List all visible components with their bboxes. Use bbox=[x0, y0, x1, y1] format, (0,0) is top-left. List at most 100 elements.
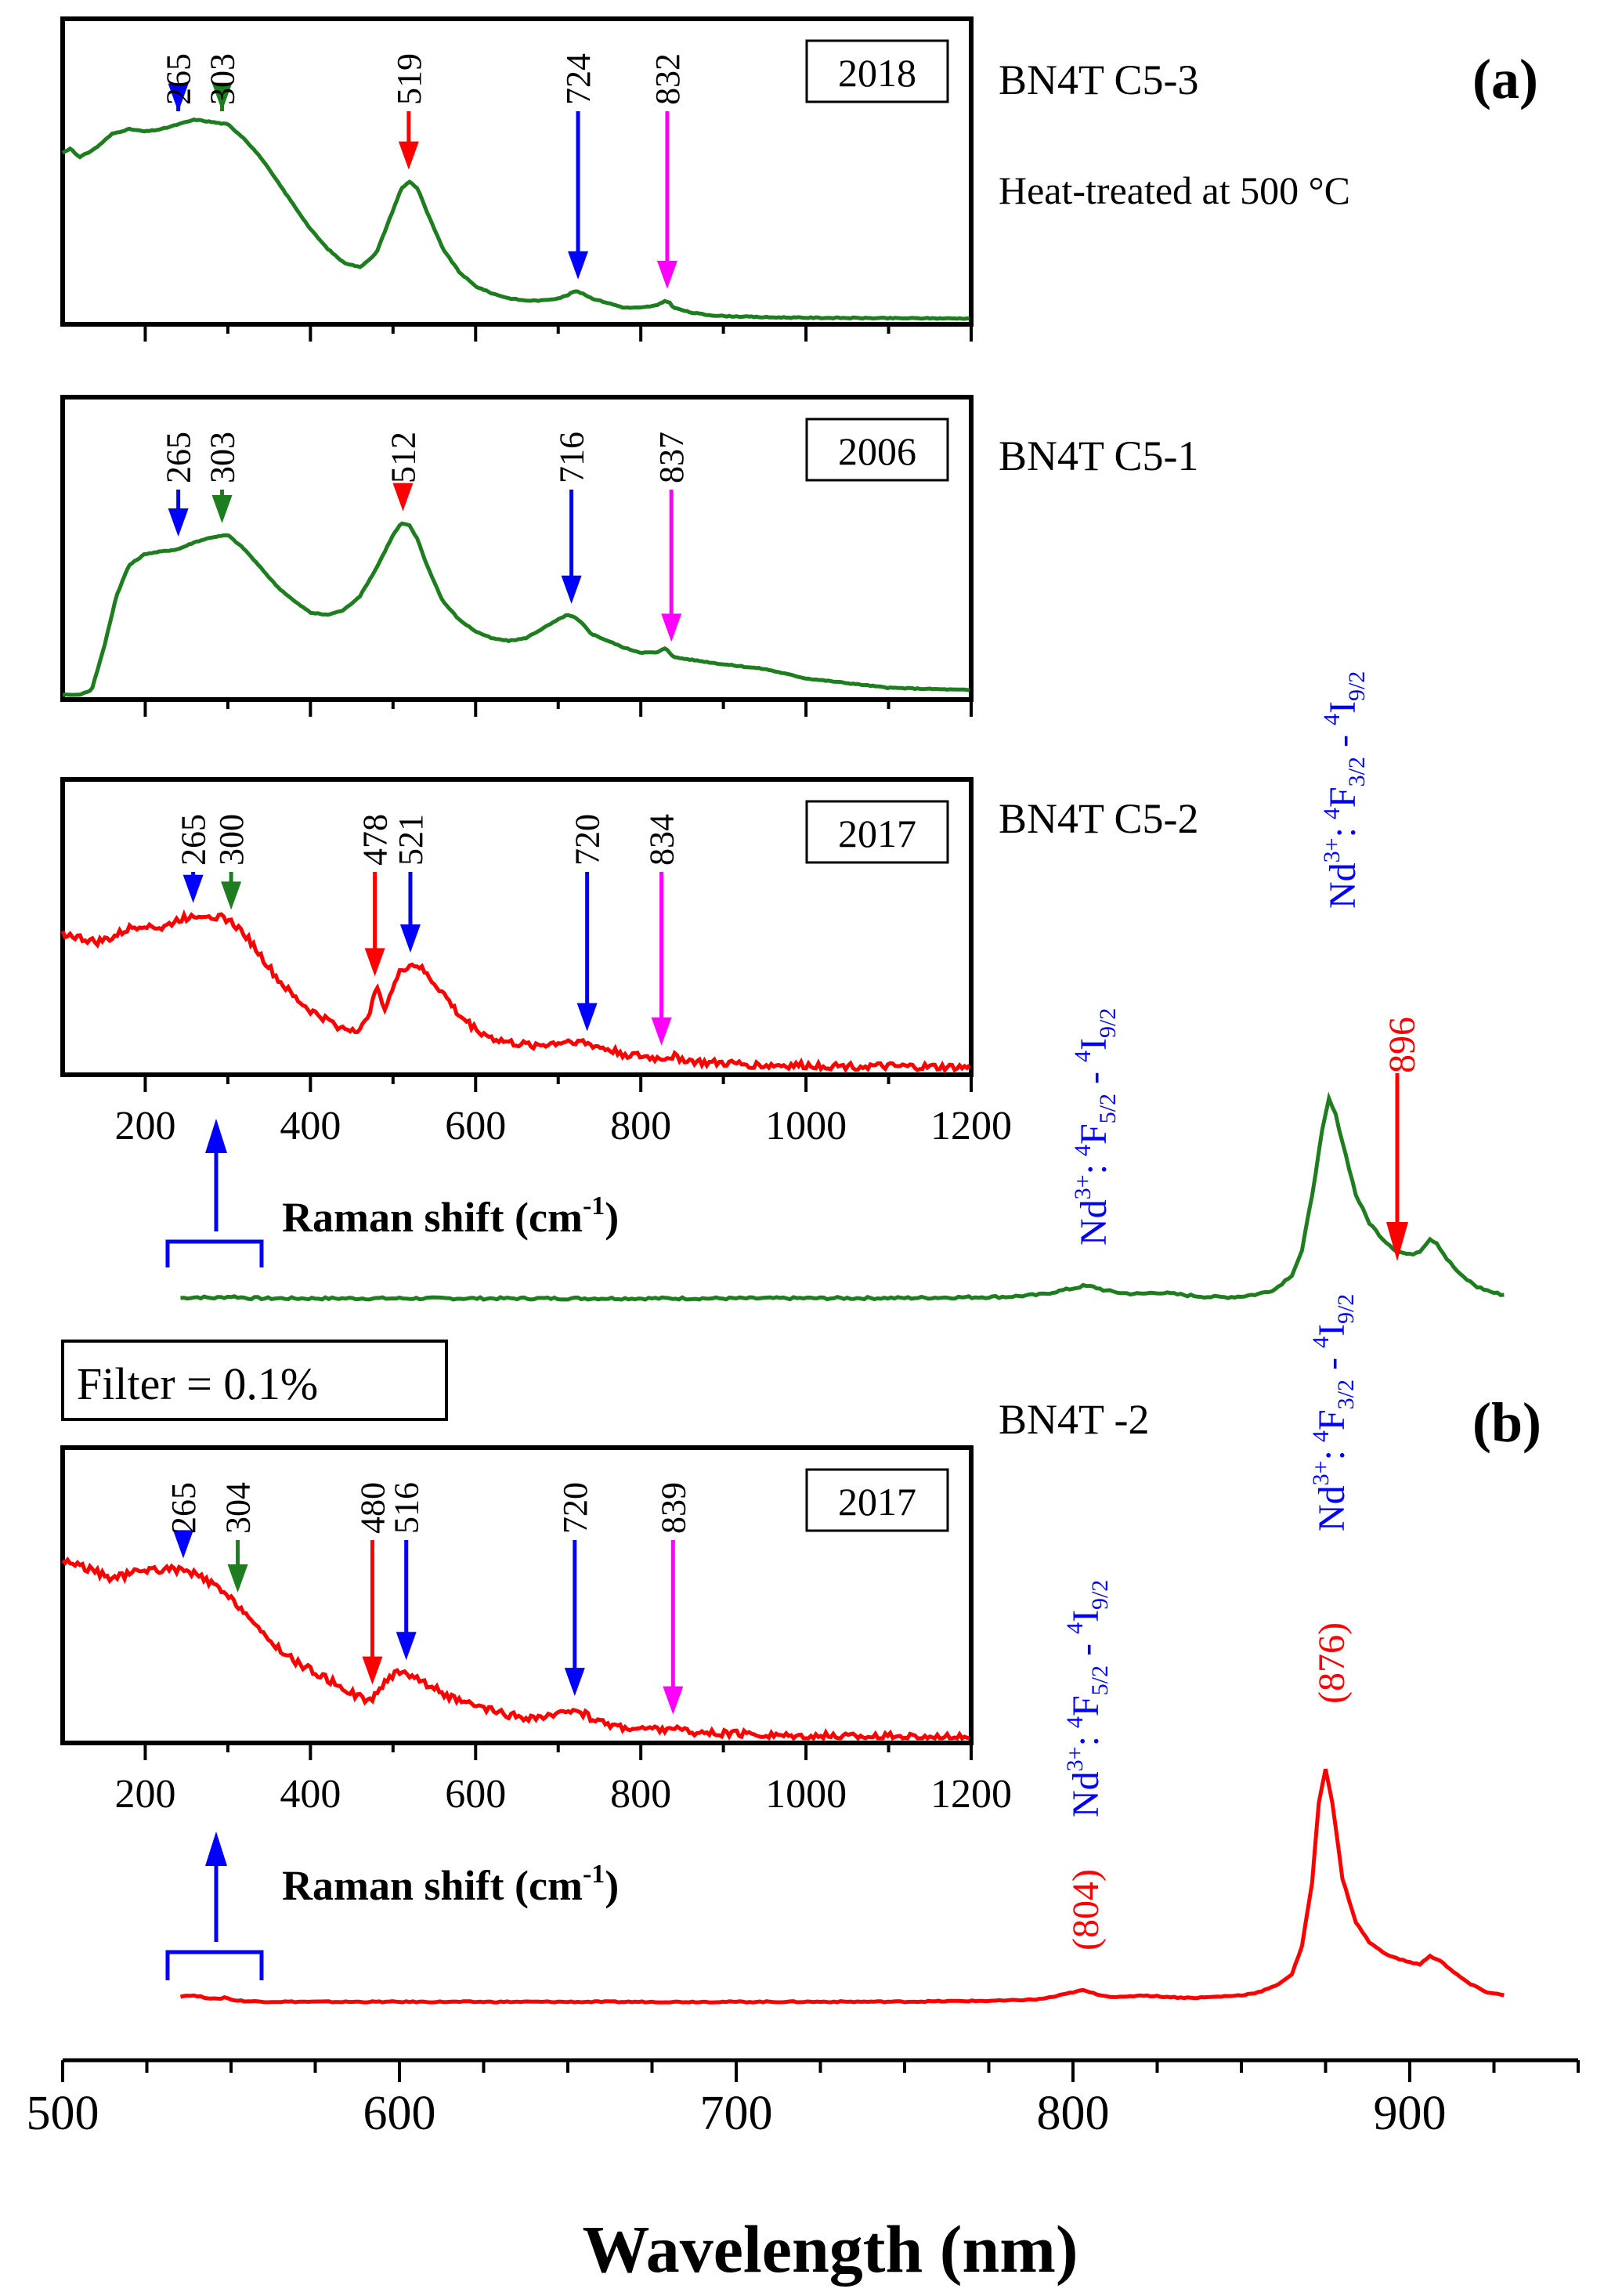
peak-marker-720: 720 bbox=[556, 1482, 594, 1697]
inset-3: 200 400 600 800 1000 1200 Raman shift (cm-1) 20… bbox=[60, 777, 1012, 1241]
peak-label: 480 bbox=[353, 1482, 392, 1534]
peak-marker-716: 716 bbox=[553, 432, 591, 604]
arrow-896 bbox=[1386, 1073, 1408, 1261]
peak-label: 304 bbox=[219, 1482, 258, 1534]
peak-arrow-head bbox=[576, 1003, 598, 1032]
peak-arrow-head bbox=[568, 251, 589, 280]
peak-marker-516: 516 bbox=[388, 1482, 426, 1661]
peak-marker-265: 265 bbox=[175, 814, 213, 903]
heat-treat-label: Heat-treated at 500 °C bbox=[999, 168, 1350, 212]
year-box-frame bbox=[805, 1468, 949, 1532]
annotation-896: 896 bbox=[1382, 1017, 1423, 1073]
sample-label-bn4t2: BN4T -2 bbox=[999, 1396, 1150, 1443]
main-x-tick-label: 700 bbox=[700, 2087, 773, 2140]
inset-x-tick-label: 1000 bbox=[765, 1772, 847, 1817]
peak-label: 716 bbox=[553, 432, 591, 483]
main-x-tick-label: 500 bbox=[27, 2087, 99, 2140]
peak-label: 837 bbox=[652, 432, 691, 483]
main-series-layer bbox=[179, 1091, 1505, 2005]
peak-label: 519 bbox=[390, 53, 428, 105]
year-box-frame bbox=[805, 39, 949, 103]
peak-arrow-head bbox=[663, 1686, 684, 1715]
arrow-up-a bbox=[205, 1119, 227, 1153]
year-box-label: 2017 bbox=[838, 812, 916, 855]
peak-label: 478 bbox=[356, 814, 395, 866]
peak-arrow-head bbox=[172, 1530, 193, 1559]
peak-marker-304: 304 bbox=[219, 1482, 258, 1593]
sample-label-c52: BN4T C5-2 bbox=[999, 795, 1199, 842]
annotation-804: (804) bbox=[1065, 1869, 1107, 1951]
peak-arrow-head bbox=[211, 495, 233, 524]
peak-arrow-head bbox=[396, 1632, 417, 1661]
sample-label-mid: BN4T C5-1 bbox=[999, 432, 1199, 479]
peak-marker-478: 478 bbox=[356, 814, 395, 977]
main-series-line-b bbox=[179, 1768, 1505, 2005]
peak-arrow-head bbox=[211, 82, 233, 111]
peak-arrow-head bbox=[398, 141, 419, 170]
peak-arrow-head bbox=[168, 83, 189, 112]
peak-marker-837: 837 bbox=[652, 432, 691, 642]
inset-x-tick-label: 400 bbox=[280, 1772, 341, 1817]
peak-arrow-head bbox=[399, 924, 421, 953]
peak-label: 303 bbox=[204, 432, 242, 483]
arrow-up-b bbox=[205, 1831, 227, 1866]
inset-year-box: 2017 bbox=[805, 800, 949, 864]
nd-label-b-4f52: Nd3+:4F5/2-4I9/2 bbox=[1062, 1580, 1113, 1817]
inset-x-axis-title: Raman shift (cm-1) bbox=[282, 1860, 619, 1909]
peak-label: 521 bbox=[392, 814, 430, 866]
main-x-tick-label: 900 bbox=[1374, 2087, 1447, 2140]
main-axes: 500 600 700 800 900 bbox=[27, 2058, 1580, 2140]
peak-label: 724 bbox=[559, 53, 598, 105]
year-box-label: 2006 bbox=[838, 429, 916, 473]
peak-arrow-head bbox=[561, 575, 582, 604]
peak-marker-300: 300 bbox=[212, 814, 251, 910]
peak-arrow-head bbox=[392, 483, 414, 512]
peak-arrow-head bbox=[364, 948, 385, 977]
peak-marker-832: 832 bbox=[648, 53, 687, 289]
peak-marker-303: 303 bbox=[204, 432, 242, 524]
peak-marker-512: 512 bbox=[384, 432, 422, 512]
peak-label: 516 bbox=[388, 1482, 426, 1534]
inset-2: 2006 265 303 512 716 837 bbox=[60, 395, 974, 717]
inset-x-tick-label: 400 bbox=[280, 1104, 341, 1148]
inset-series-line bbox=[61, 1556, 970, 1742]
inset-year-box: 2006 bbox=[805, 418, 949, 482]
inset-x-tick-label: 1000 bbox=[765, 1104, 847, 1148]
year-box-frame bbox=[805, 800, 949, 864]
year-box-label: 2018 bbox=[838, 51, 916, 95]
inset-year-box: 2018 bbox=[805, 39, 949, 103]
year-box-label: 2017 bbox=[838, 1480, 916, 1524]
peak-marker-720: 720 bbox=[569, 814, 607, 1032]
main-x-axis-title: Wavelength (nm) bbox=[582, 2211, 1078, 2287]
filter-box bbox=[61, 1340, 448, 1421]
peak-marker-265: 265 bbox=[164, 1482, 203, 1559]
svg-text:Nd3+:4F3/2-4I9/2: Nd3+:4F3/2-4I9/2 bbox=[1319, 671, 1370, 909]
peak-label: 265 bbox=[160, 432, 198, 483]
peak-arrow-head bbox=[227, 1564, 248, 1593]
inset-x-axis-title: Raman shift (cm-1) bbox=[282, 1191, 619, 1241]
panel-label-b: (b) bbox=[1472, 1391, 1541, 1454]
inset-x-tick-label: 800 bbox=[610, 1104, 671, 1148]
peak-arrow-head bbox=[362, 1656, 383, 1685]
peak-marker-265: 265 bbox=[160, 53, 198, 112]
peak-label: 839 bbox=[654, 1482, 692, 1534]
inset-x-tick-label: 1200 bbox=[930, 1104, 1012, 1148]
peak-label: 832 bbox=[648, 53, 687, 105]
sample-label-top: BN4T C5-3 bbox=[999, 56, 1199, 103]
peak-arrow-head bbox=[168, 508, 189, 537]
inset-x-tick-label: 1200 bbox=[930, 1772, 1012, 1817]
peak-arrow-head bbox=[221, 881, 242, 910]
filter-label: Filter = 0.1% bbox=[77, 1358, 318, 1409]
svg-text:Nd3+:4F3/2-4I9/2: Nd3+:4F3/2-4I9/2 bbox=[1308, 1294, 1359, 1531]
peak-label: 720 bbox=[556, 1482, 594, 1534]
inset-x-tick-label: 200 bbox=[114, 1772, 175, 1817]
inset-series-line bbox=[60, 909, 971, 1074]
peak-label: 512 bbox=[384, 432, 422, 483]
inset-series-line bbox=[62, 521, 970, 697]
inset-4: 200 400 600 800 1000 1200 Raman shift (cm-1) 20… bbox=[60, 1445, 1012, 1909]
peak-marker-834: 834 bbox=[643, 814, 681, 1046]
peak-marker-521: 521 bbox=[392, 814, 430, 953]
inset-x-tick-label: 600 bbox=[445, 1104, 506, 1148]
inset-x-tick-label: 200 bbox=[114, 1104, 175, 1148]
peak-label: 720 bbox=[569, 814, 607, 866]
